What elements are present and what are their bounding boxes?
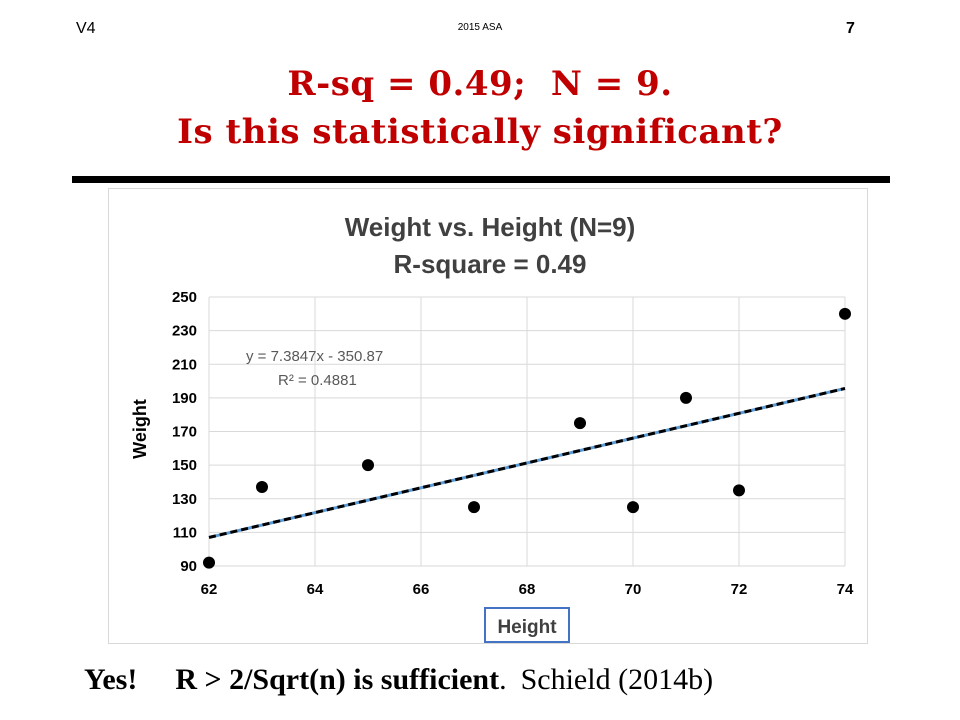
x-tick-label: 64 xyxy=(307,581,324,598)
header-event: 2015 ASA xyxy=(457,22,503,33)
x-tick-label: 72 xyxy=(731,581,748,598)
y-tick-label: 190 xyxy=(172,390,197,407)
data-point xyxy=(468,501,480,514)
y-tick-label: 110 xyxy=(173,524,197,541)
trendline xyxy=(208,387,846,539)
y-tick-label: 90 xyxy=(180,558,197,575)
data-point xyxy=(627,501,639,514)
footer-rule: R > 2/Sqrt(n) is sufficient xyxy=(175,663,500,696)
slide-title: R-sq = 0.49; N = 9. Is this statisticall… xyxy=(0,60,960,156)
y-tick-label: 210 xyxy=(172,356,197,373)
y-tick-label: 170 xyxy=(172,424,197,441)
y-tick-label: 130 xyxy=(172,491,197,508)
header-version: V4 xyxy=(76,20,96,37)
y-tick-label: 150 xyxy=(172,457,197,474)
footer-yes: Yes! xyxy=(84,663,138,696)
x-tick-label: 66 xyxy=(413,581,430,598)
x-tick-label: 62 xyxy=(201,581,218,598)
y-tick-label: 250 xyxy=(172,289,197,306)
data-point xyxy=(203,556,215,569)
title-rule xyxy=(72,176,890,183)
y-tick-label: 230 xyxy=(172,323,197,340)
x-tick-label: 74 xyxy=(837,581,854,598)
slide-title-line2: Is this statistically significant? xyxy=(177,112,783,152)
footer-citation: Schield (2014b) xyxy=(520,663,714,696)
footer: Yes! R > 2/Sqrt(n) is sufficient. Schield … xyxy=(84,663,884,697)
chart-title: Weight vs. Height (N=9) xyxy=(345,212,636,242)
data-point xyxy=(256,480,268,493)
slide-title-line1: R-sq = 0.49; N = 9. xyxy=(287,64,673,104)
chart-subtitle: R-square = 0.49 xyxy=(394,249,587,279)
x-axis-label-box xyxy=(484,607,570,643)
x-axis-label: Height xyxy=(497,617,557,638)
scatter-chart: 90 110 130 150 170 190 210 230 250 62 64 66 68 70 72 74… xyxy=(130,212,854,643)
footer-period: . xyxy=(499,663,507,696)
data-point xyxy=(839,307,851,320)
y-axis-label: Weight xyxy=(130,399,150,459)
data-point xyxy=(574,417,586,430)
data-point xyxy=(733,484,745,497)
trendline-equation: y = 7.3847x - 350.87 xyxy=(246,348,383,365)
page-number: 7 xyxy=(846,20,855,37)
data-point xyxy=(680,391,692,404)
trendline-r2: R² = 0.4881 xyxy=(278,372,357,389)
chart-frame: 90 110 130 150 170 190 210 230 250 62 64 66 68 70 72 74… xyxy=(108,188,868,644)
data-point xyxy=(362,459,374,472)
x-tick-label: 68 xyxy=(519,581,536,598)
x-tick-label: 70 xyxy=(625,581,642,598)
